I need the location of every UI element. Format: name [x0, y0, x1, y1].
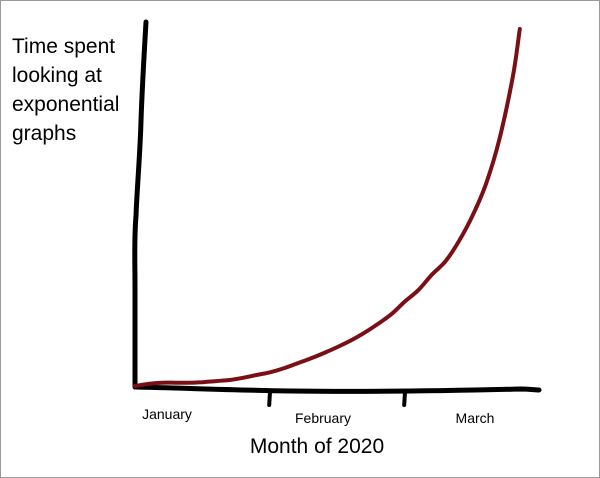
- y-axis-label-line: looking at: [12, 64, 102, 87]
- x-axis-label: Month of 2020: [249, 435, 385, 458]
- series-line-0: [133, 27, 522, 388]
- y-axis-label-line: Time spent: [12, 35, 116, 58]
- x-axis-line: [132, 384, 542, 394]
- y-axis-label-line: exponential: [12, 93, 120, 116]
- x-tick-label-january: January: [142, 406, 192, 422]
- y-axis-label: Time spent looking at exponential graphs: [12, 32, 137, 148]
- x-tick-mark: [402, 390, 407, 407]
- series-group: [133, 27, 522, 388]
- y-axis-label-line: graphs: [12, 122, 77, 145]
- x-tick-label-february: February: [294, 410, 352, 426]
- x-tick-group: [267, 390, 407, 407]
- x-tick-mark: [267, 390, 272, 407]
- x-tick-label-march: March: [455, 410, 495, 426]
- y-axis-line: [132, 19, 149, 388]
